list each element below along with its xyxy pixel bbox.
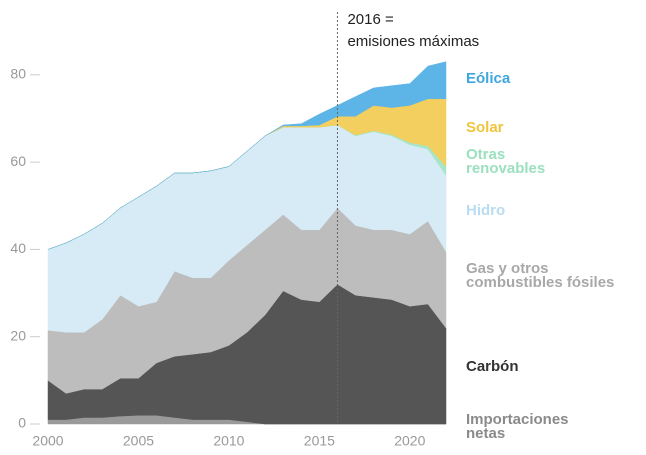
- legend-label: Otras renovables: [466, 146, 546, 177]
- y-tick-label: 60: [10, 153, 26, 169]
- x-tick-label: 2005: [123, 433, 154, 449]
- y-tick-label: 20: [10, 327, 26, 343]
- y-tick-label: 80: [10, 66, 26, 82]
- annotation-text: 2016 =: [347, 11, 394, 28]
- y-tick-label: 40: [10, 240, 26, 256]
- legend-label: Solar: [466, 119, 504, 136]
- annotation-text: emisiones máximas: [347, 33, 479, 50]
- legend-label: Eólica: [466, 70, 511, 87]
- area: [47, 61, 447, 250]
- legend-label: Hidro: [466, 202, 506, 219]
- x-tick-label: 2010: [213, 433, 244, 449]
- x-tick-label: 2000: [32, 433, 63, 449]
- x-tick-label: 2020: [394, 433, 425, 449]
- legend-label: Gas y otros combustibles fósiles: [466, 260, 615, 291]
- y-tick-label: 0: [18, 415, 26, 431]
- x-tick-label: 2015: [304, 433, 335, 449]
- legend-label: Importaciones netas: [466, 411, 569, 442]
- legend-label: Carbón: [466, 358, 519, 375]
